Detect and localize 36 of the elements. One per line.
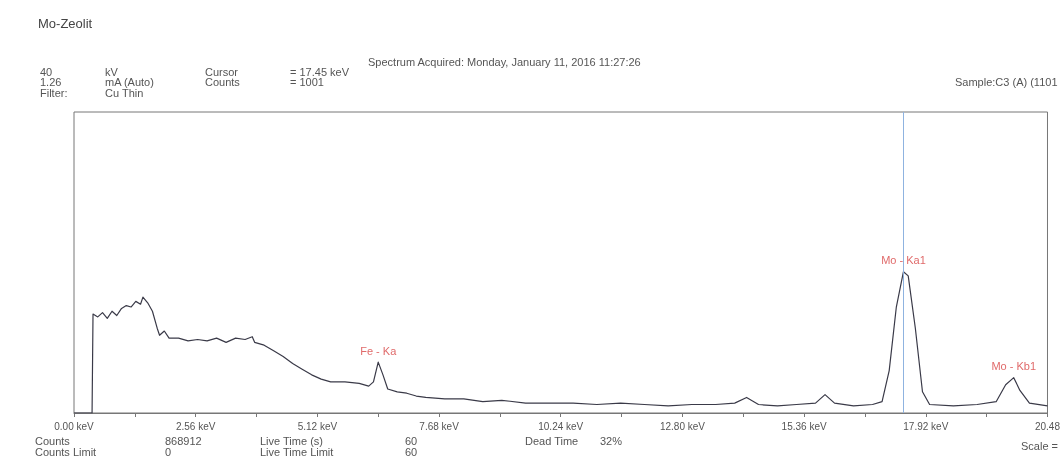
annotation: Fe - Ka	[360, 344, 398, 357]
x-tick-label: 12.80 keV	[659, 420, 706, 432]
text: 1.26	[40, 75, 62, 88]
text: Counts	[35, 434, 71, 447]
chart-title: Mo-Zeolit	[38, 16, 93, 31]
x-tick-label: 0.00 keV	[54, 420, 95, 432]
text: Dead Time	[525, 434, 579, 447]
x-tick-label: 20.48	[1034, 420, 1061, 432]
text: Cu Thin	[105, 86, 144, 99]
annotation: Mo - Ka1	[881, 254, 926, 267]
x-tick-label: 7.68 keV	[419, 420, 460, 432]
text: Sample:C3 (A) (1101	[955, 75, 1058, 88]
x-tick-label: 5.12 keV	[297, 420, 338, 432]
text: 60	[405, 434, 418, 447]
text: mA (Auto)	[105, 75, 154, 88]
x-tick-label: 10.24 keV	[538, 420, 584, 432]
text: Cursor	[205, 65, 239, 78]
x-tick-label: 2.56 keV	[175, 420, 216, 432]
text: 868912	[165, 434, 202, 447]
text: 40	[40, 65, 53, 78]
annotation: Mo - Kb1	[991, 360, 1037, 373]
text: Scale =	[1021, 439, 1058, 452]
text: = 17.45 keV	[290, 65, 350, 78]
x-tick-label: 15.36 keV	[781, 420, 827, 432]
text: Counts Limit	[35, 445, 97, 458]
text: Filter:	[40, 86, 68, 99]
text: = 1001	[290, 75, 324, 88]
text: kV	[105, 65, 119, 78]
text: 32%	[600, 434, 623, 447]
text: Live Time (s)	[260, 434, 323, 447]
x-tick-label: 17.92 keV	[903, 420, 949, 432]
text: Counts	[205, 75, 241, 88]
text: 0	[165, 445, 172, 458]
text: 60	[405, 445, 418, 458]
text: Spectrum Acquired: Monday, January 11, 2016 11:27:26	[368, 55, 641, 68]
text: Live Time Limit	[260, 445, 334, 458]
